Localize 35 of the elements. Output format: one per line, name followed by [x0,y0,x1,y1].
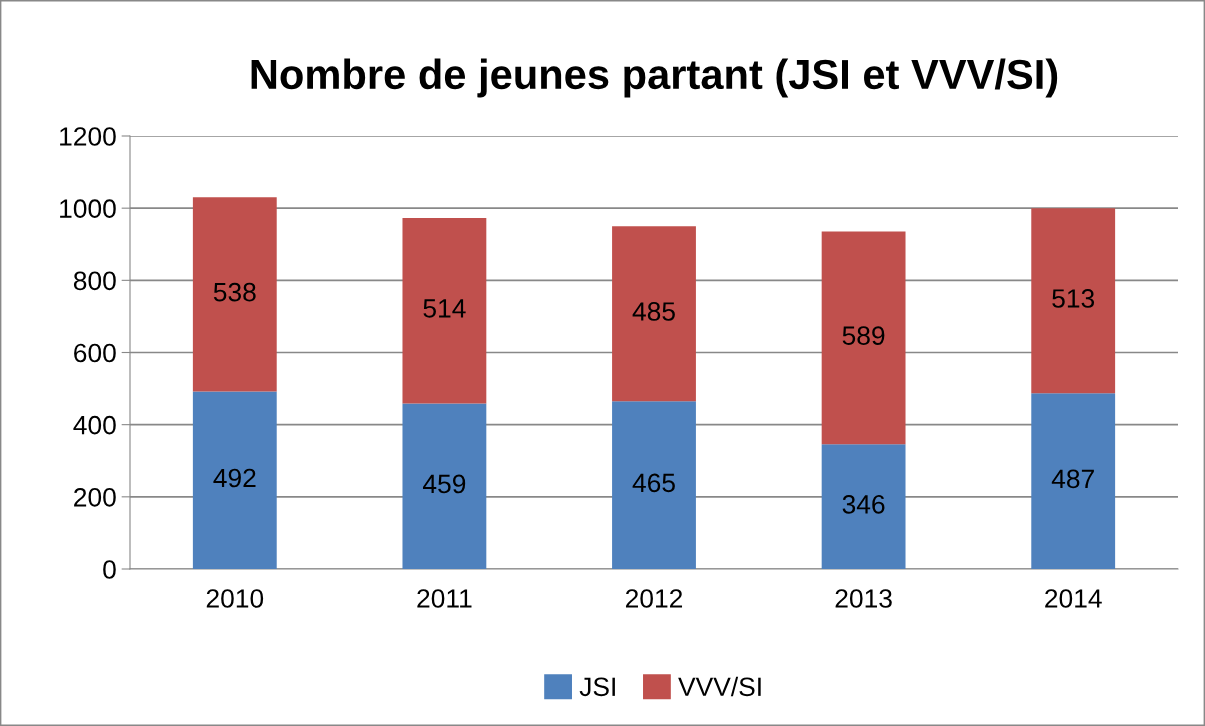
bar [1031,393,1116,569]
data-label: 465 [632,473,675,493]
bar [402,217,487,404]
legend-label: VVV/SI [678,676,761,697]
data-label: 513 [1052,289,1095,308]
x-tick-label: 2011 [417,589,472,608]
x-tick-label: 2010 [206,589,264,608]
y-tick-label: 800 [73,271,116,291]
data-label: 487 [1051,469,1094,489]
y-tick-label: 1000 [60,199,116,218]
data-label: 485 [632,302,675,321]
bar [192,391,277,569]
bar [402,403,487,569]
x-tick-label: 2012 [625,589,683,608]
bar [192,197,277,392]
bar [612,226,696,402]
data-label: 514 [423,299,466,318]
y-tick-label: 200 [74,487,116,507]
bar [1031,208,1116,394]
data-label: 492 [213,468,256,488]
data-label: 589 [842,326,885,345]
bar [821,444,906,569]
bar [821,231,906,445]
y-tick-label: 600 [74,343,116,363]
y-tick-label: 0 [103,560,116,579]
data-label: 459 [422,474,466,494]
data-label: 538 [213,282,256,302]
y-tick-label: 1200 [60,127,116,146]
x-tick-label: 2013 [835,589,892,608]
chart-title: Nombre de jeunes partant (JSI et VVV/SI) [251,58,1058,98]
legend-label: JSI [579,677,615,697]
y-tick-label: 400 [73,415,116,435]
data-label: 346 [842,494,885,514]
bar [612,401,696,569]
x-tick-label: 2014 [1045,589,1102,608]
